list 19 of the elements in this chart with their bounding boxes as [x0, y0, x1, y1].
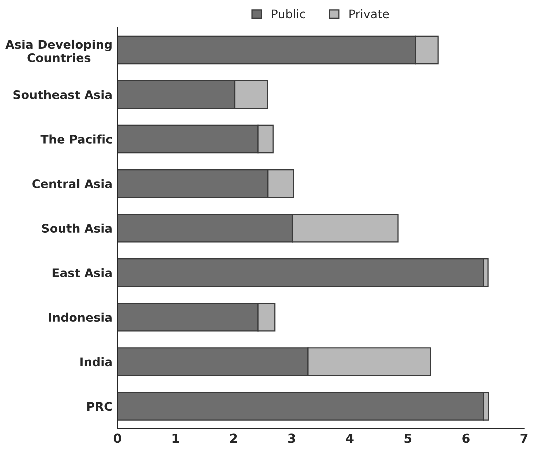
x-tick-label: 7: [520, 434, 528, 444]
x-tick-label: 6: [462, 434, 470, 444]
y-tick-label: Indonesia: [49, 312, 112, 322]
legend-label: Public: [272, 9, 306, 19]
y-tick-label: Southeast Asia: [14, 90, 112, 100]
y-tick-label: Asia Developing Countries: [6, 40, 112, 62]
y-tick-label: East Asia: [52, 268, 112, 278]
x-tick-label: 1: [172, 434, 180, 444]
y-tick-label: PRC: [88, 402, 112, 412]
x-tick-label: 5: [404, 434, 412, 444]
y-tick-label: Central Asia: [32, 179, 112, 188]
x-tick-label: 4: [346, 434, 354, 444]
y-tick-label: India: [80, 357, 112, 367]
x-tick-label: 2: [230, 434, 238, 444]
y-tick-label: The Pacific: [40, 134, 112, 144]
y-tick-label: South Asia: [42, 224, 112, 233]
x-tick-label: 3: [288, 434, 296, 444]
x-tick-label: 0: [114, 434, 122, 444]
legend-label: Private: [350, 9, 390, 19]
